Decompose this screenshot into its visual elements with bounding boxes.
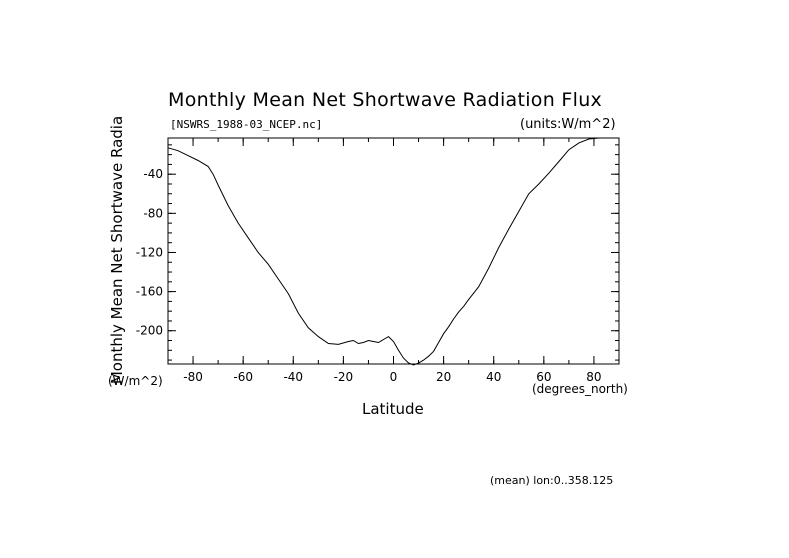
y-tick-label: -160 [136, 285, 163, 299]
data-line [167, 137, 619, 366]
plot-frame [167, 137, 620, 365]
x-tick-label: -60 [233, 370, 253, 384]
x-tick-label: -80 [183, 370, 203, 384]
y-tick-label: -200 [136, 324, 163, 338]
y-tick-label: -80 [143, 206, 163, 220]
footer-note: (mean) lon:0..358.125 [490, 474, 614, 487]
x-tick-label: 40 [486, 370, 501, 384]
x-tick-label: 60 [536, 370, 551, 384]
y-tick-label: -120 [136, 245, 163, 259]
file-name-label: [NSWRS_1988-03_NCEP.nc] [170, 118, 323, 131]
y-axis-unit: (W/m^2) [108, 374, 163, 388]
x-tick-label: 80 [586, 370, 601, 384]
x-axis-unit: (degrees_north) [532, 382, 628, 396]
x-tick-label: -20 [334, 370, 354, 384]
axis-tick-labels: -80 -60 -40 -20 0 20 40 60 80-40-80-120-160-200 [136, 167, 602, 384]
x-axis-label: Latitude [362, 400, 424, 418]
axis-ticks [167, 138, 620, 364]
y-axis-label: Monthly Mean Net Shortwave Radia [108, 115, 126, 385]
chart-title: Monthly Mean Net Shortwave Radiation Flu… [168, 89, 603, 111]
units-label: (units:W/m^2) [520, 117, 616, 132]
x-tick-label: -40 [283, 370, 303, 384]
x-tick-label: 20 [436, 370, 451, 384]
y-tick-label: -40 [143, 167, 163, 181]
x-tick-label: 0 [390, 370, 398, 384]
